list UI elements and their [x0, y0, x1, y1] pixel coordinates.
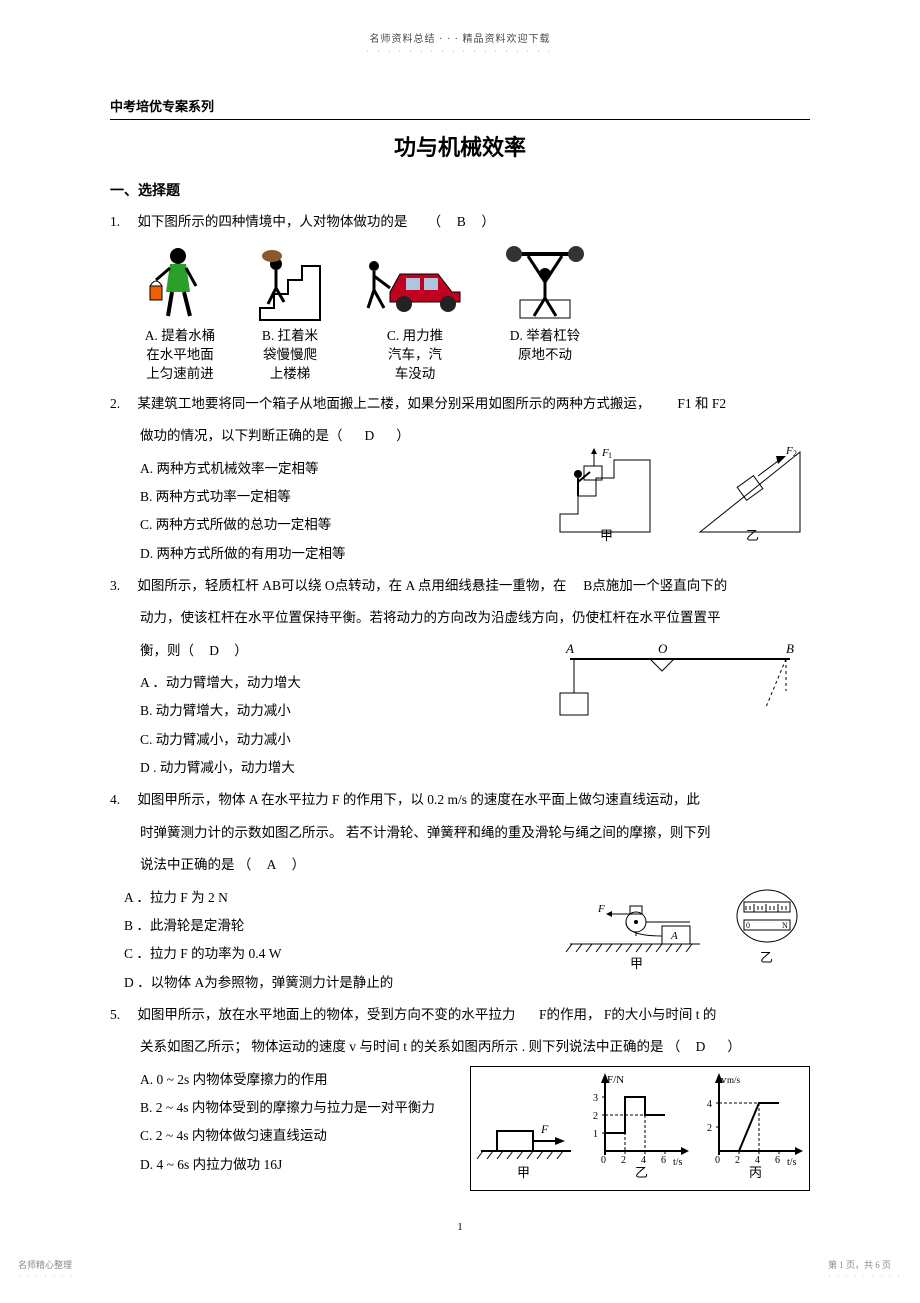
footer-right: 第 1 页，共 6 页 · · · · · · · · ·	[828, 1258, 902, 1281]
svg-text:t/s: t/s	[673, 1157, 683, 1168]
svg-text:6: 6	[661, 1155, 666, 1166]
svg-text:0: 0	[715, 1155, 720, 1166]
footer-left: 名师精心整理 · · · · · · ·	[18, 1258, 75, 1281]
top-meta-text: 名师资料总结 · · · 精品资料欢迎下载	[110, 30, 810, 45]
top-meta-dots: · · · · · · · · · · · · · · · · · ·	[110, 47, 810, 56]
q5-text-a: 如图甲所示，放在水平地面上的物体，受到方向不变的水平拉力	[137, 1007, 515, 1022]
footer-left-dots: · · · · · · ·	[18, 1272, 75, 1281]
svg-text:乙: 乙	[746, 528, 759, 542]
q1-paren-close: ）	[481, 214, 495, 229]
q3-text-d: 衡，则（	[140, 643, 194, 658]
q5-text-c-line: 关系如图乙所示； 物体运动的速度 v 与时间 t 的关系如图丙所示 . 则下列说…	[110, 1033, 810, 1061]
q4-text-c: 说法中正确的是 （	[140, 857, 251, 872]
q5-paren-close: ）	[727, 1039, 741, 1054]
question-4: 4. 如图甲所示，物体 A 在水平拉力 F 的作用下，以 0.2 m/s 的速度…	[110, 786, 810, 814]
svg-text:2: 2	[593, 1111, 598, 1122]
person-bucket-icon	[140, 242, 220, 322]
svg-text:F/N: F/N	[607, 1074, 624, 1086]
q3-opt-d: D . 动力臂减小，动力增大	[110, 754, 810, 782]
person-stairs-icon	[250, 242, 330, 322]
svg-text:6: 6	[775, 1155, 780, 1166]
q5-text-b: F的作用， F的大小与时间 t 的	[539, 1007, 716, 1022]
weightlifter-icon	[500, 242, 590, 322]
svg-text:乙: 乙	[760, 950, 773, 965]
question-2: 2. 某建筑工地要将同一个箱子从地面搬上二楼，如果分别采用如图所示的两种方式搬运…	[110, 390, 810, 418]
q1-fig-c-caption: C. 用力推 汽车，汽 车没动	[360, 327, 470, 384]
q1-fig-d: D. 举着杠铃 原地不动	[500, 242, 590, 384]
question-3: 3. 如图所示，轻质杠杆 AB可以绕 O点转动，在 A 点用细线悬挂一重物，在 …	[110, 572, 810, 600]
section-1-heading: 一、选择题	[110, 180, 810, 200]
q1-fig-b-caption: B. 扛着米 袋慢慢爬 上楼梯	[250, 327, 330, 384]
q3-paren-close: ）	[234, 643, 248, 658]
svg-text:4: 4	[707, 1099, 712, 1110]
q3-text-b: B点施加一个竖直向下的	[583, 578, 727, 593]
svg-text:A: A	[670, 930, 678, 942]
push-car-icon	[360, 242, 470, 322]
q3-answer: D	[204, 637, 224, 665]
q1-fig-d-caption: D. 举着杠铃 原地不动	[500, 327, 590, 365]
q2-answer: D	[359, 422, 379, 450]
svg-text:N: N	[782, 921, 788, 930]
q5-text-c: 关系如图乙所示； 物体运动的速度 v 与时间 t 的关系如图丙所示 . 则下列说…	[140, 1039, 680, 1054]
footer-right-dots: · · · · · · · · ·	[828, 1272, 902, 1281]
series-label: 中考培优专案系列	[110, 96, 810, 115]
page-title: 功与机械效率	[110, 130, 810, 162]
q1-number: 1.	[110, 208, 134, 236]
q2-text-a: 某建筑工地要将同一个箱子从地面搬上二楼，如果分别采用如图所示的两种方式搬运，	[137, 396, 650, 411]
q5-number: 5.	[110, 1001, 134, 1029]
q4-text-b-line: 时弹簧测力计的示数如图乙所示。 若不计滑轮、弹簧秤和绳的重及滑轮与绳之间的摩擦，…	[110, 819, 810, 847]
svg-text:1: 1	[608, 451, 612, 460]
q4-text-c-line: 说法中正确的是 （ A ）	[110, 851, 810, 879]
series-divider	[110, 119, 810, 120]
q3-number: 3.	[110, 572, 134, 600]
svg-text:甲: 甲	[630, 956, 643, 971]
q2-paren-close: ）	[396, 428, 410, 443]
svg-text:F: F	[540, 1122, 549, 1136]
q4-number: 4.	[110, 786, 134, 814]
q2-text-c-line: 做功的情况，以下判断正确的是（ D ）	[110, 422, 810, 450]
q4-answer: A	[262, 851, 282, 879]
svg-text:乙: 乙	[635, 1165, 648, 1180]
q4-text-a: 如图甲所示，物体 A 在水平拉力 F 的作用下，以 0.2 m/s 的速度在水平…	[137, 792, 700, 807]
q5-answer: D	[691, 1033, 711, 1061]
q1-fig-a-caption: A. 提着水桶 在水平地面 上匀速前进	[140, 327, 220, 384]
q2-text-c: 做功的情况，以下判断正确的是（	[140, 428, 343, 443]
question-5: 5. 如图甲所示，放在水平地面上的物体，受到方向不变的水平拉力 F的作用， F的…	[110, 1001, 810, 1029]
svg-text:m/s: m/s	[727, 1075, 741, 1085]
q1-figure-row: A. 提着水桶 在水平地面 上匀速前进 B. 扛着米 袋慢慢爬 上楼梯	[110, 242, 810, 384]
page-number: 1	[110, 1221, 810, 1233]
q3-text-c: 动力，使该杠杆在水平位置保持平衡。若将动力的方向改为沿虚线方向，仍使杠杆在水平位…	[140, 610, 721, 625]
q1-fig-a: A. 提着水桶 在水平地面 上匀速前进	[140, 242, 220, 384]
svg-text:2: 2	[735, 1155, 740, 1166]
q4-figure: A F 甲	[560, 884, 810, 979]
q1-fig-c: C. 用力推 汽车，汽 车没动	[360, 242, 470, 384]
q5-figure: F 甲 F/N 1 2 3 0 2	[470, 1066, 810, 1191]
q3-text-a: 如图所示，轻质杠杆 AB可以绕 O点转动，在 A 点用细线悬挂一重物，在	[137, 578, 566, 593]
svg-text:丙: 丙	[749, 1165, 762, 1180]
svg-text:0: 0	[601, 1155, 606, 1166]
q1-paren-open: （	[428, 214, 442, 229]
q4-paren-close: ）	[292, 857, 306, 872]
q1-fig-b: B. 扛着米 袋慢慢爬 上楼梯	[250, 242, 330, 384]
svg-text:1: 1	[593, 1129, 598, 1140]
q3-text-c-line: 动力，使该杠杆在水平位置保持平衡。若将动力的方向改为沿虚线方向，仍使杠杆在水平位…	[110, 604, 810, 632]
svg-text:2: 2	[793, 449, 797, 458]
svg-text:0: 0	[746, 921, 750, 930]
q3-text-d-line: 衡，则（ D ）	[110, 637, 810, 665]
q2-number: 2.	[110, 390, 134, 418]
svg-text:t/s: t/s	[787, 1157, 797, 1168]
svg-text:2: 2	[707, 1123, 712, 1134]
svg-text:2: 2	[621, 1155, 626, 1166]
svg-text:甲: 甲	[517, 1165, 530, 1180]
svg-text:F: F	[597, 903, 605, 915]
svg-text:3: 3	[593, 1093, 598, 1104]
question-1: 1. 如下图所示的四种情境中，人对物体做功的是 （ B ）	[110, 208, 810, 236]
q1-answer: B	[451, 208, 471, 236]
q1-text: 如下图所示的四种情境中，人对物体做功的是	[137, 214, 407, 229]
svg-text:甲: 甲	[600, 528, 613, 542]
q4-text-b: 时弹簧测力计的示数如图乙所示。 若不计滑轮、弹簧秤和绳的重及滑轮与绳之间的摩擦，…	[140, 825, 710, 840]
q2-text-b: F1 和 F2	[677, 396, 726, 411]
